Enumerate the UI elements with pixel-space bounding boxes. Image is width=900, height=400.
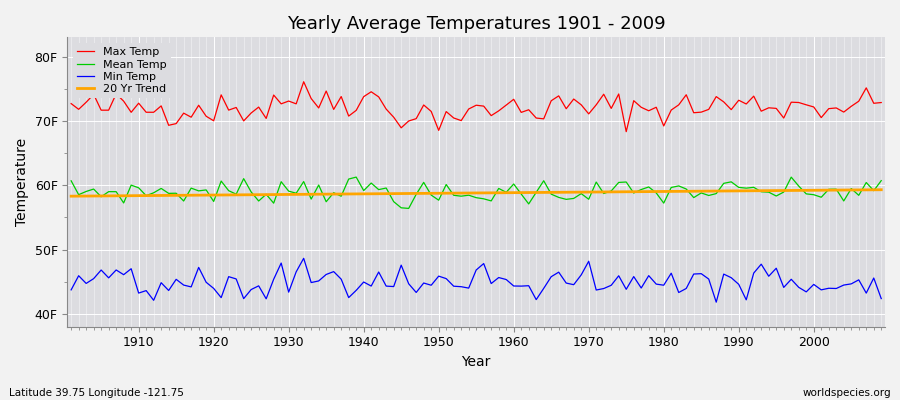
Min Temp (291, 270, 302, 274)
Max Temp (508, 97, 519, 102)
20 Yr Trend (336, 192, 346, 196)
Min Temp (343, 295, 354, 300)
Max Temp (516, 110, 526, 115)
Max Temp (66, 101, 77, 106)
Mean Temp (516, 192, 526, 196)
Y-axis label: Temperature: Temperature (15, 138, 29, 226)
20 Yr Trend (500, 190, 511, 195)
20 Yr Trend (876, 187, 886, 192)
Mean Temp (291, 191, 302, 196)
Max Temp (343, 114, 354, 118)
Mean Temp (613, 180, 624, 185)
20 Yr Trend (66, 194, 77, 198)
20 Yr Trend (126, 193, 137, 198)
Line: Mean Temp: Mean Temp (71, 177, 881, 208)
Text: worldspecies.org: worldspecies.org (803, 388, 891, 398)
Line: Min Temp: Min Temp (71, 258, 881, 302)
Min Temp (876, 296, 886, 301)
Mean Temp (876, 178, 886, 183)
Mean Temp (126, 183, 137, 188)
20 Yr Trend (598, 190, 609, 194)
Min Temp (516, 284, 526, 288)
X-axis label: Year: Year (462, 355, 490, 369)
Title: Yearly Average Temperatures 1901 - 2009: Yearly Average Temperatures 1901 - 2009 (287, 15, 665, 33)
20 Yr Trend (508, 190, 519, 195)
Min Temp (298, 256, 309, 261)
Legend: Max Temp, Mean Temp, Min Temp, 20 Yr Trend: Max Temp, Mean Temp, Min Temp, 20 Yr Tre… (73, 43, 171, 98)
Mean Temp (351, 175, 362, 180)
Max Temp (291, 102, 302, 106)
Max Temp (621, 129, 632, 134)
Max Temp (876, 100, 886, 105)
Mean Temp (523, 202, 534, 206)
Line: 20 Yr Trend: 20 Yr Trend (71, 190, 881, 196)
Min Temp (711, 300, 722, 304)
Min Temp (66, 288, 77, 292)
Mean Temp (336, 194, 346, 199)
20 Yr Trend (291, 192, 302, 197)
Mean Temp (403, 206, 414, 211)
Max Temp (126, 110, 137, 115)
Line: Max Temp: Max Temp (71, 82, 881, 132)
Text: Latitude 39.75 Longitude -121.75: Latitude 39.75 Longitude -121.75 (9, 388, 184, 398)
Min Temp (126, 266, 137, 271)
Min Temp (606, 283, 616, 288)
Max Temp (606, 106, 616, 111)
Max Temp (298, 79, 309, 84)
Min Temp (508, 284, 519, 288)
Mean Temp (66, 178, 77, 183)
